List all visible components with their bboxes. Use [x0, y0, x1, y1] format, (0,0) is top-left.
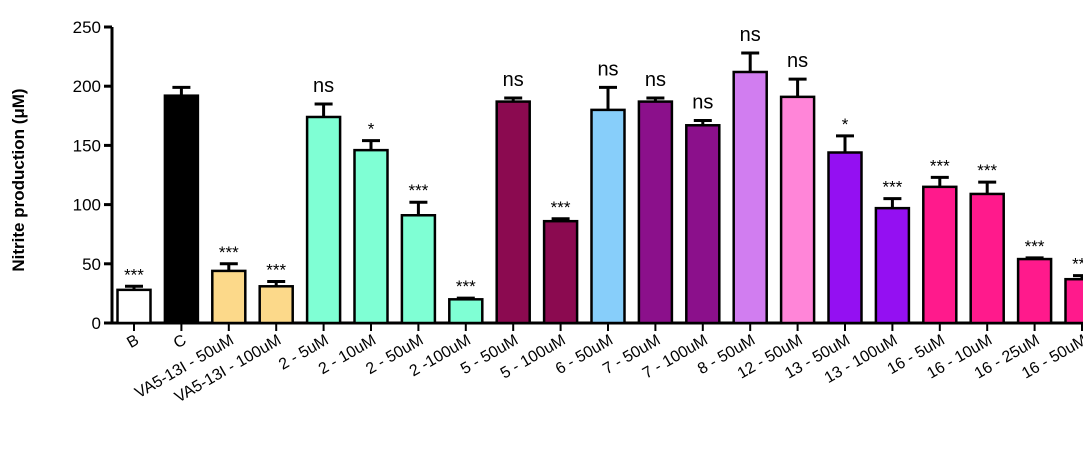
bar	[542, 219, 579, 325]
bar	[779, 95, 816, 325]
bar	[211, 269, 247, 325]
significance-label: ***	[266, 261, 286, 280]
significance-label: *	[368, 120, 375, 139]
error-bars	[125, 51, 1083, 300]
y-axis: 0 50 100 150 200 250	[73, 18, 114, 333]
y-tick-label: 100	[73, 196, 101, 215]
bar	[969, 192, 1005, 325]
significance-label: ***	[1072, 255, 1083, 274]
significance-label: ***	[456, 277, 476, 296]
bar	[874, 206, 911, 325]
significance-label: ***	[930, 156, 950, 175]
bars	[116, 70, 1083, 325]
bar	[353, 148, 389, 325]
bar	[400, 214, 437, 325]
bar	[448, 298, 484, 325]
bar	[258, 285, 294, 325]
significance-label: ***	[408, 181, 428, 200]
significance-label: ***	[551, 198, 571, 217]
significance-label: ***	[219, 243, 239, 262]
bar	[590, 108, 626, 325]
significance-label: ns	[740, 24, 761, 46]
y-tick-label: 200	[73, 77, 101, 96]
significance-label: ***	[124, 265, 144, 284]
y-tick-label: 0	[92, 314, 101, 333]
significance-label: ***	[1025, 237, 1045, 256]
significance-labels: *********ns*******ns***ns nsnsnsns*******…	[124, 24, 1083, 296]
y-tick-label: 50	[82, 255, 101, 274]
bar	[116, 288, 152, 325]
bar	[495, 100, 531, 325]
significance-label: ***	[882, 178, 902, 197]
significance-label: ns	[787, 50, 808, 72]
bar	[163, 94, 200, 325]
significance-label: ns	[645, 69, 666, 91]
significance-label: ns	[597, 58, 618, 80]
y-tick-label: 150	[73, 136, 101, 155]
bar	[305, 115, 342, 325]
significance-label: ns	[692, 92, 713, 114]
significance-label: ns	[313, 75, 334, 97]
significance-label: ***	[977, 161, 997, 180]
y-tick-label: 250	[73, 18, 101, 37]
significance-label: ns	[503, 69, 524, 91]
significance-label: *	[842, 115, 849, 134]
bar	[827, 151, 863, 325]
bar	[732, 70, 768, 325]
bar	[685, 124, 721, 325]
bar	[1016, 257, 1053, 325]
bar	[1064, 277, 1083, 325]
category-label: C	[171, 332, 190, 353]
bar	[637, 100, 674, 325]
bar	[922, 185, 958, 325]
y-axis-title: Nitrite production (μM)	[9, 88, 28, 271]
category-label: B	[124, 332, 142, 352]
